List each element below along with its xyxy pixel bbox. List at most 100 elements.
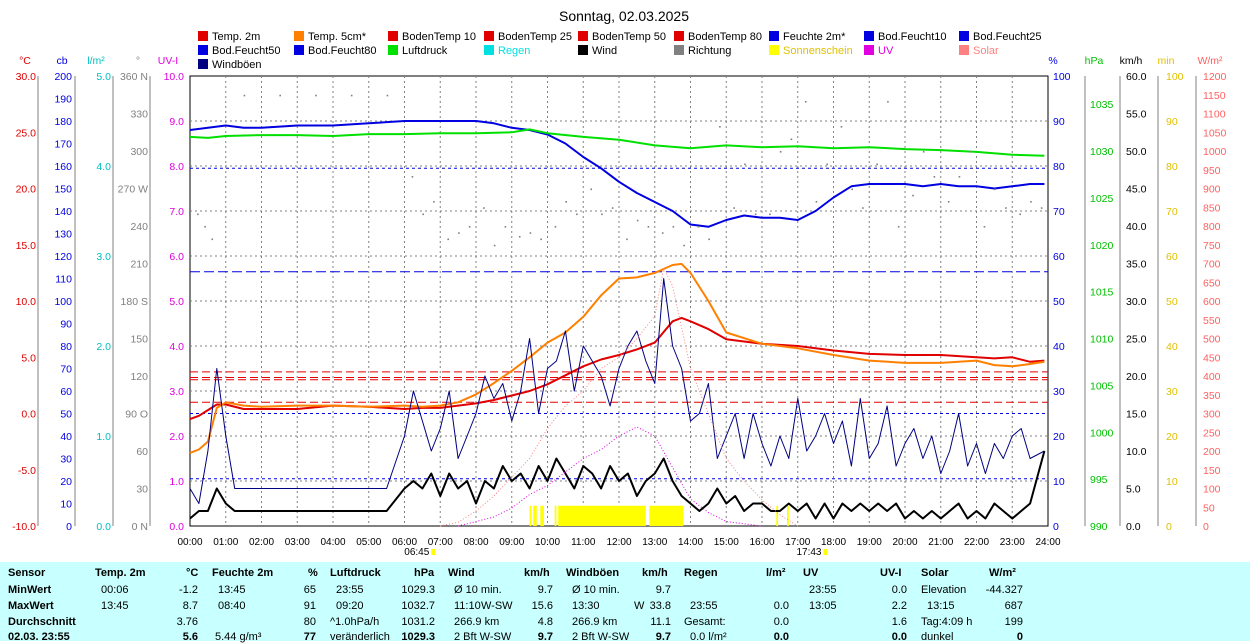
stats-header-temp-unit: °C [186, 567, 199, 579]
axis-tick-cloud: 50 [60, 409, 72, 421]
axis-tick-direction: 90 O [125, 409, 148, 421]
min-solar-val: -44.327 [985, 584, 1023, 596]
direction-point [350, 94, 353, 97]
axis-tick-solar: 750 [1203, 240, 1221, 252]
max-hum-time: 08:40 [218, 600, 246, 612]
axis-unit-wind: km/h [1120, 55, 1143, 67]
avg-wind-label: 266.9 km [454, 616, 500, 628]
legend-item: Regen [484, 45, 530, 58]
avg-temp-val: 3.76 [176, 616, 198, 628]
direction-point [733, 207, 735, 209]
axis-tick-cloud: 10 [60, 499, 72, 511]
legend-swatch [769, 31, 779, 41]
direction-point [468, 226, 471, 228]
axis-tick-solar: 850 [1203, 202, 1221, 214]
min-wind-label: Ø 10 min. [454, 584, 502, 596]
direction-point [983, 226, 986, 228]
direction-point [876, 163, 878, 166]
min-uv-val: 0.0 [891, 584, 907, 596]
axis-tick-solar: 1200 [1203, 71, 1227, 83]
axis-tick-wind: 60.0 [1126, 71, 1147, 83]
axis-tick-temp: 10.0 [16, 296, 37, 308]
legend-swatch [294, 31, 304, 41]
legend-swatch [484, 31, 494, 41]
sunshine-block [529, 505, 532, 526]
cur-hum-val: 77 [303, 631, 316, 643]
direction-point [1030, 201, 1032, 203]
x-tick-label: 12:00 [606, 537, 631, 548]
direction-point [529, 232, 532, 234]
min-temp-time: 00:06 [101, 584, 129, 596]
cur-temp-val: 5.6 [182, 631, 198, 643]
statistics-panel: Sensor Temp. 2m °C Feuchte 2m % Luftdruc… [0, 562, 1250, 643]
axis-unit-solar: W/m² [1197, 55, 1223, 67]
axis-tick-direction: 60 [136, 446, 148, 458]
axis-tick-humidity: 40 [1053, 341, 1065, 353]
axis-tick-rain: 1.0 [96, 431, 111, 443]
axis-tick-cloud: 110 [55, 274, 72, 286]
axis-tick-sun: 100 [1166, 71, 1184, 83]
sunshine-block [787, 505, 789, 526]
axis-tick-cloud: 150 [54, 184, 72, 196]
x-tick-label: 13:00 [642, 537, 667, 548]
avg-gust-val: 11.1 [650, 616, 671, 628]
legend-item: Temp. 5cm* [294, 31, 366, 44]
axis-tick-sun: 90 [1166, 116, 1178, 128]
axis-tick-humidity: 50 [1053, 296, 1065, 308]
axis-tick-uv: 5.0 [169, 296, 184, 308]
axis-tick-direction: 270 W [118, 184, 148, 196]
max-gust-dir: W [634, 600, 645, 612]
axis-tick-cloud: 190 [54, 94, 72, 106]
x-tick-label: 00:00 [177, 537, 202, 548]
row-label-min: MinWert [8, 584, 52, 596]
axis-tick-rain: 3.0 [96, 251, 111, 263]
axis-tick-wind: 15.0 [1126, 409, 1147, 421]
x-tick-label: 24:00 [1035, 537, 1060, 548]
axis-tick-uv: 8.0 [169, 161, 184, 173]
direction-point [672, 226, 675, 228]
axis-tick-direction: 120 [130, 371, 148, 383]
sunshine-block [540, 505, 544, 526]
cur-press-val: 1029.3 [401, 631, 435, 643]
stats-header-hum-unit: % [308, 567, 318, 579]
x-tick-label: 20:00 [892, 537, 917, 548]
legend-swatch [578, 31, 588, 41]
legend-item: Wind [578, 45, 617, 58]
min-hum-val: 65 [303, 584, 316, 596]
cur-gust-val: 9.7 [655, 631, 671, 643]
min-press-val: 1029.3 [401, 584, 435, 596]
axis-tick-solar: 800 [1203, 221, 1221, 233]
direction-point [315, 94, 317, 97]
direction-point [815, 201, 818, 203]
axis-unit-pressure: hPa [1085, 55, 1104, 67]
cur-solar-label: dunkel [921, 631, 954, 643]
x-tick-label: 01:00 [213, 537, 238, 548]
direction-point [1005, 207, 1007, 209]
axis-tick-pressure: 1005 [1090, 380, 1114, 392]
legend-item: Bod.Feucht50 [198, 45, 281, 58]
legend-swatch [198, 59, 208, 69]
axis-tick-uv: 4.0 [169, 341, 184, 353]
direction-point [493, 244, 496, 247]
min-gust-val: 9.7 [655, 584, 671, 596]
x-tick-label: 19:00 [857, 537, 882, 548]
axis-tick-solar: 250 [1203, 427, 1221, 439]
axis-tick-wind: 30.0 [1126, 296, 1147, 308]
x-tick-label: 23:00 [1000, 537, 1025, 548]
axis-tick-humidity: 80 [1053, 161, 1065, 173]
legend-label: Feuchte 2m* [783, 31, 846, 43]
legend-label: Bod.Feucht10 [878, 31, 947, 43]
direction-point [636, 219, 639, 222]
legend-swatch [769, 45, 779, 55]
axis-tick-uv: 9.0 [169, 116, 184, 128]
legend-label: BodenTemp 50 [592, 31, 666, 43]
axis-tick-sun: 40 [1166, 341, 1178, 353]
axis-tick-rain: 4.0 [96, 161, 111, 173]
axis-unit-uv: UV-I [158, 55, 178, 67]
x-tick-label: 08:00 [463, 537, 488, 548]
series-uv [457, 426, 763, 527]
sun-time-label: 17:43 [796, 547, 821, 558]
x-tick-label: 21:00 [928, 537, 953, 548]
axis-tick-cloud: 170 [54, 139, 72, 151]
sun-time-marker [823, 549, 828, 555]
